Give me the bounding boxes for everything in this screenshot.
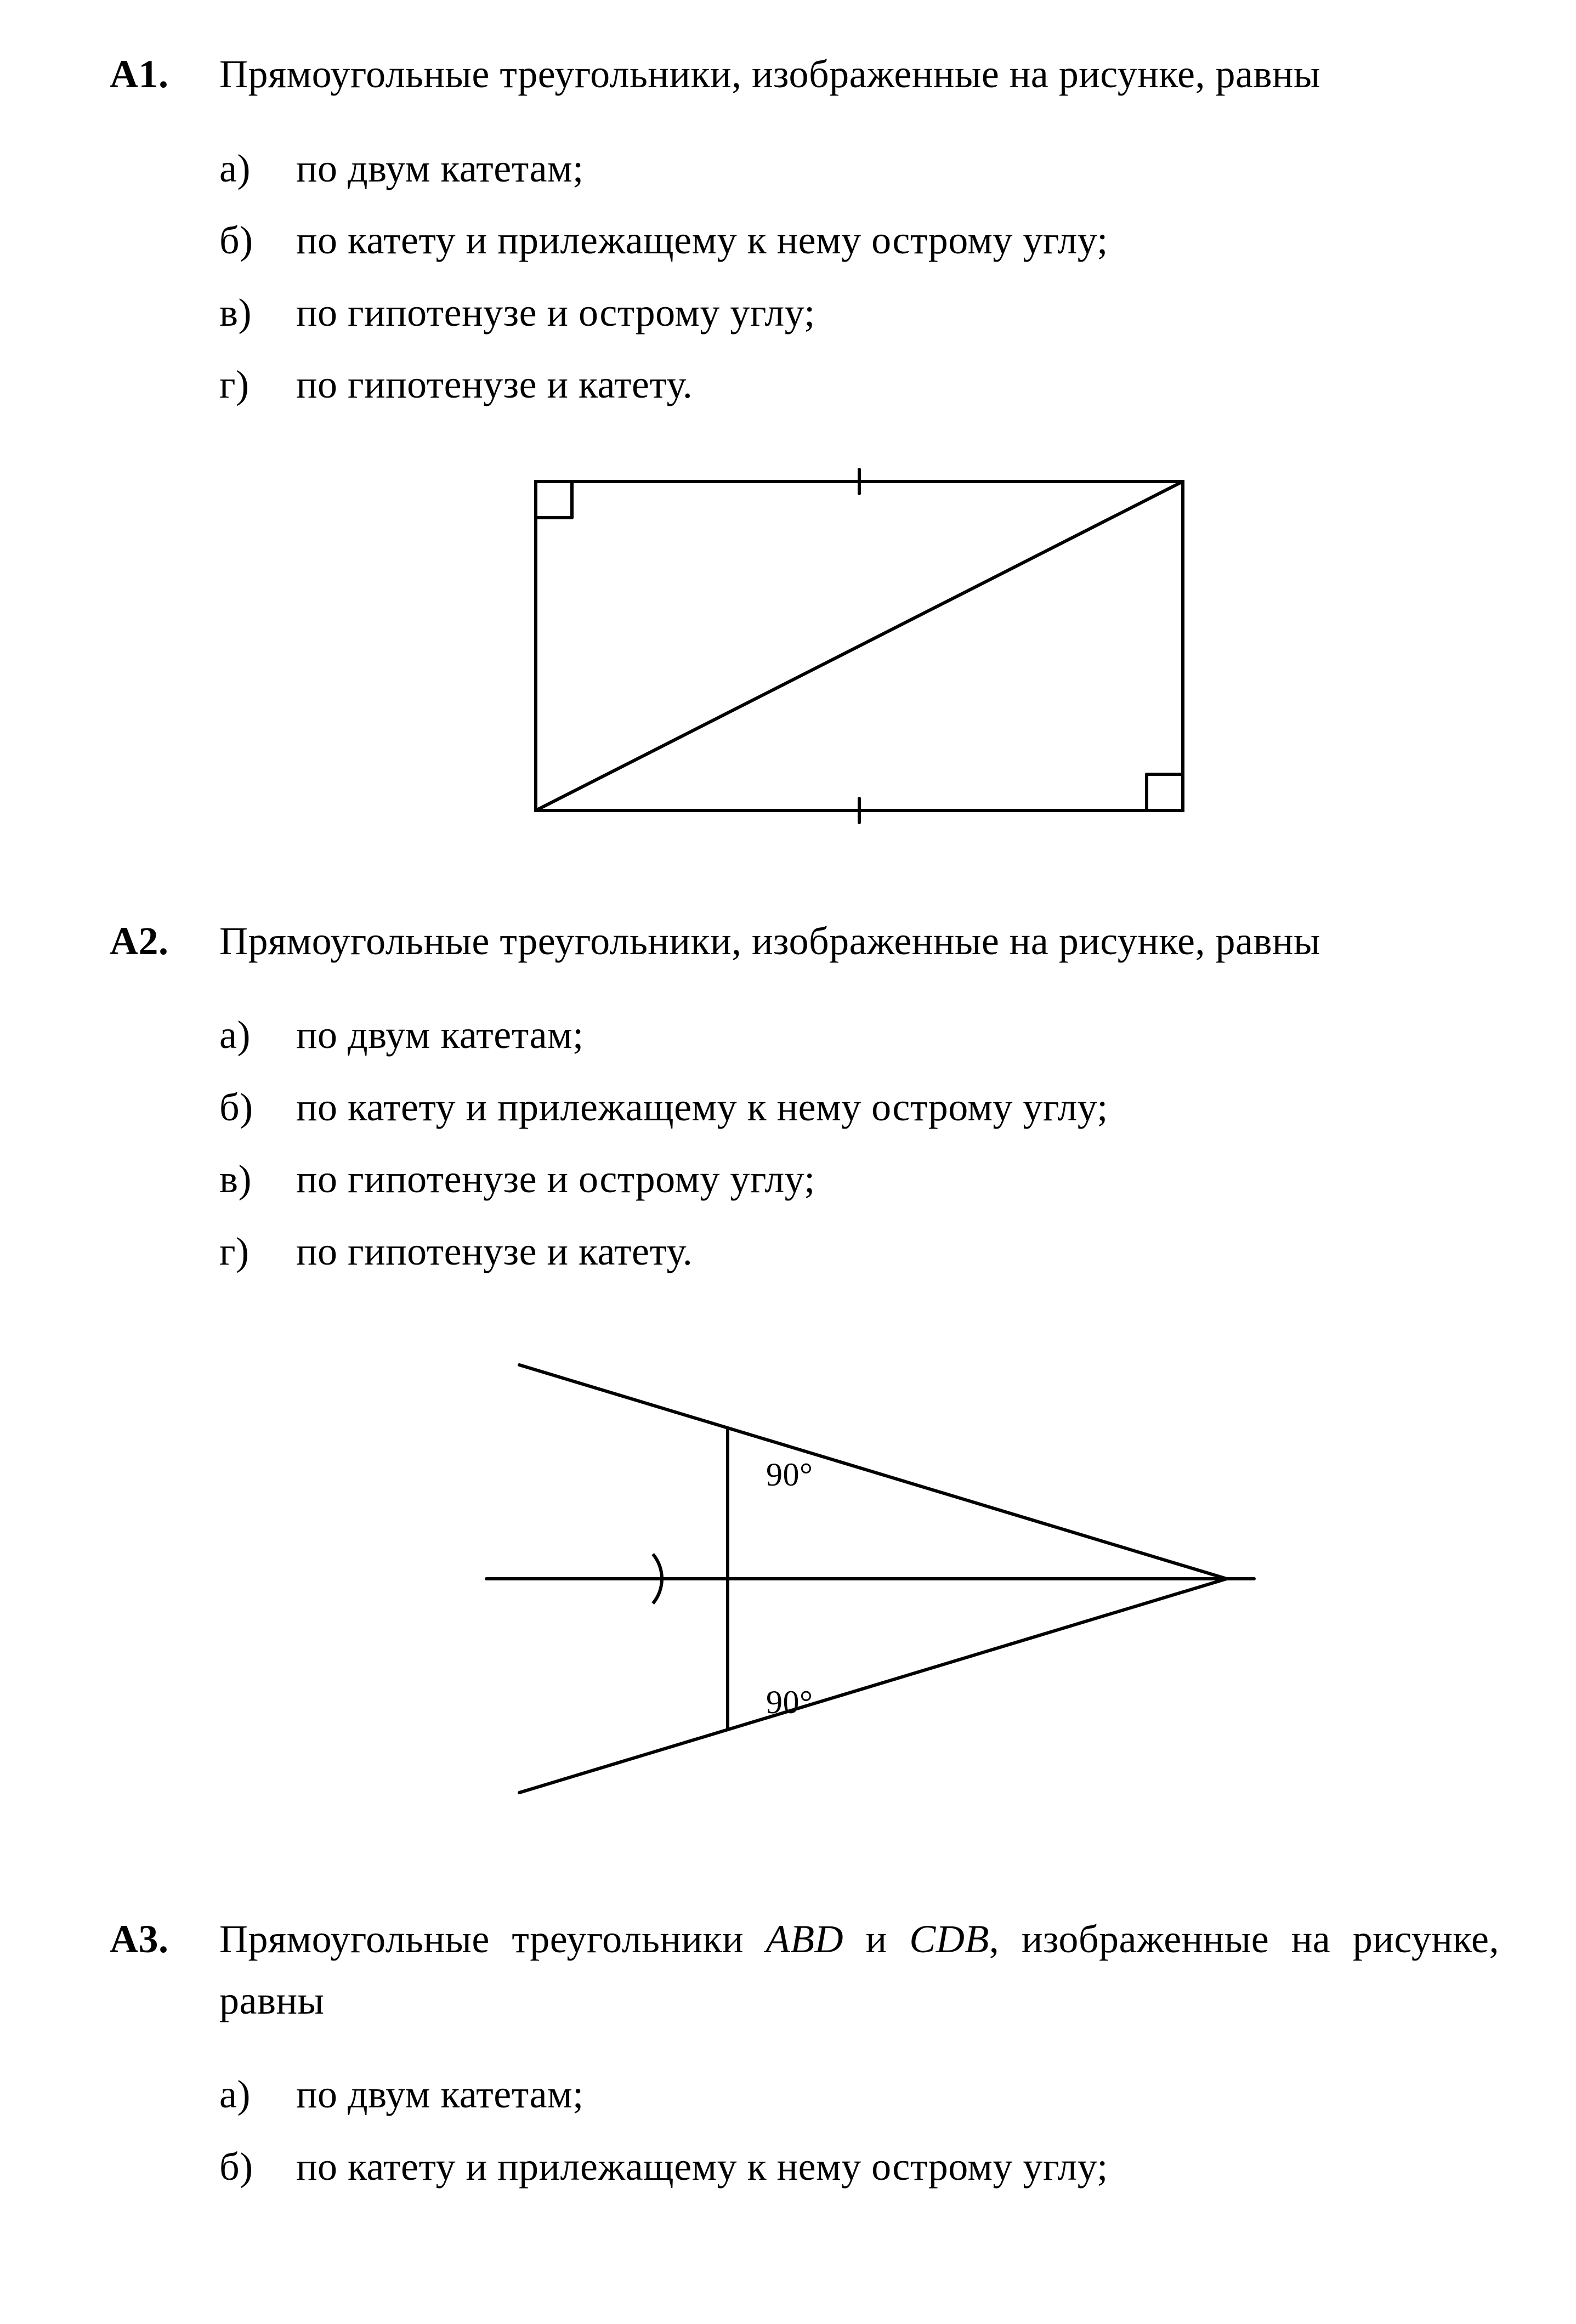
problem-a3: А3. Прямоугольные треугольники ABD и CDB…: [110, 1909, 1499, 2230]
option-a: а) по двум катетам;: [219, 2064, 1499, 2125]
problem-label: А3.: [110, 1909, 219, 2230]
stem-part-italic: ABD: [766, 1917, 843, 1961]
figure-rectangle-diagonal: [219, 449, 1499, 861]
problem-a1: А1. Прямоугольные треугольники, изображе…: [110, 44, 1499, 861]
option-letter: г): [219, 354, 296, 416]
problem-a2: А2. Прямоугольные треугольники, изображе…: [110, 911, 1499, 1860]
option-letter: а): [219, 2064, 296, 2125]
problem-label: А2.: [110, 911, 219, 1860]
svg-text:90°: 90°: [766, 1456, 813, 1493]
problem-body: Прямоугольные треугольники, изображенные…: [219, 911, 1499, 1860]
option-text: по гипотенузе и катету.: [296, 354, 693, 416]
problem-stem: Прямоугольные треугольники, изображенные…: [219, 911, 1499, 972]
option-b: б) по катету и прилежащему к нему остром…: [219, 2136, 1499, 2198]
options-list: а) по двум катетам; б) по катету и приле…: [219, 1005, 1499, 1282]
option-letter: б): [219, 1077, 296, 1138]
problem-label: А1.: [110, 44, 219, 861]
stem-part: и: [843, 1917, 909, 1961]
option-letter: а): [219, 138, 296, 200]
option-letter: б): [219, 2136, 296, 2198]
option-letter: в): [219, 1149, 296, 1210]
option-text: по гипотенузе и катету.: [296, 1221, 693, 1283]
options-list: а) по двум катетам; б) по катету и приле…: [219, 2064, 1499, 2197]
option-b: б) по катету и прилежащему к нему остром…: [219, 1077, 1499, 1138]
option-g: г) по гипотенузе и катету.: [219, 354, 1499, 416]
option-b: б) по катету и прилежащему к нему остром…: [219, 210, 1499, 271]
figure-svg: 90° 90°: [421, 1316, 1298, 1842]
option-letter: а): [219, 1005, 296, 1066]
option-a: а) по двум катетам;: [219, 138, 1499, 200]
option-v: в) по гипотенузе и острому углу;: [219, 282, 1499, 344]
option-text: по катету и прилежащему к нему острому у…: [296, 2136, 1108, 2198]
option-a: а) по двум катетам;: [219, 1005, 1499, 1066]
option-text: по катету и прилежащему к нему острому у…: [296, 1077, 1108, 1138]
option-letter: г): [219, 1221, 296, 1283]
problem-body: Прямоугольные треугольники, изображенные…: [219, 44, 1499, 861]
option-text: по двум катетам;: [296, 1005, 584, 1066]
problem-stem: Прямоугольные треугольники, изображенные…: [219, 44, 1499, 105]
svg-text:90°: 90°: [766, 1684, 813, 1720]
option-text: по гипотенузе и острому углу;: [296, 1149, 815, 1210]
option-text: по гипотенузе и острому углу;: [296, 282, 815, 344]
option-text: по двум катетам;: [296, 2064, 584, 2125]
problem-body: Прямоугольные треугольники ABD и CDB, из…: [219, 1909, 1499, 2230]
option-g: г) по гипотенузе и катету.: [219, 1221, 1499, 1283]
figure-svg: [503, 449, 1216, 843]
options-list: а) по двум катетам; б) по катету и приле…: [219, 138, 1499, 416]
figure-two-right-triangles: 90° 90°: [219, 1316, 1499, 1860]
option-v: в) по гипотенузе и острому углу;: [219, 1149, 1499, 1210]
option-letter: б): [219, 210, 296, 271]
stem-part-italic: CDB: [909, 1917, 989, 1961]
option-text: по двум катетам;: [296, 138, 584, 200]
problem-stem: Прямоугольные треугольники ABD и CDB, из…: [219, 1909, 1499, 2031]
stem-part: Прямоугольные треугольники: [219, 1917, 766, 1961]
option-text: по катету и прилежащему к нему острому у…: [296, 210, 1108, 271]
option-letter: в): [219, 282, 296, 344]
